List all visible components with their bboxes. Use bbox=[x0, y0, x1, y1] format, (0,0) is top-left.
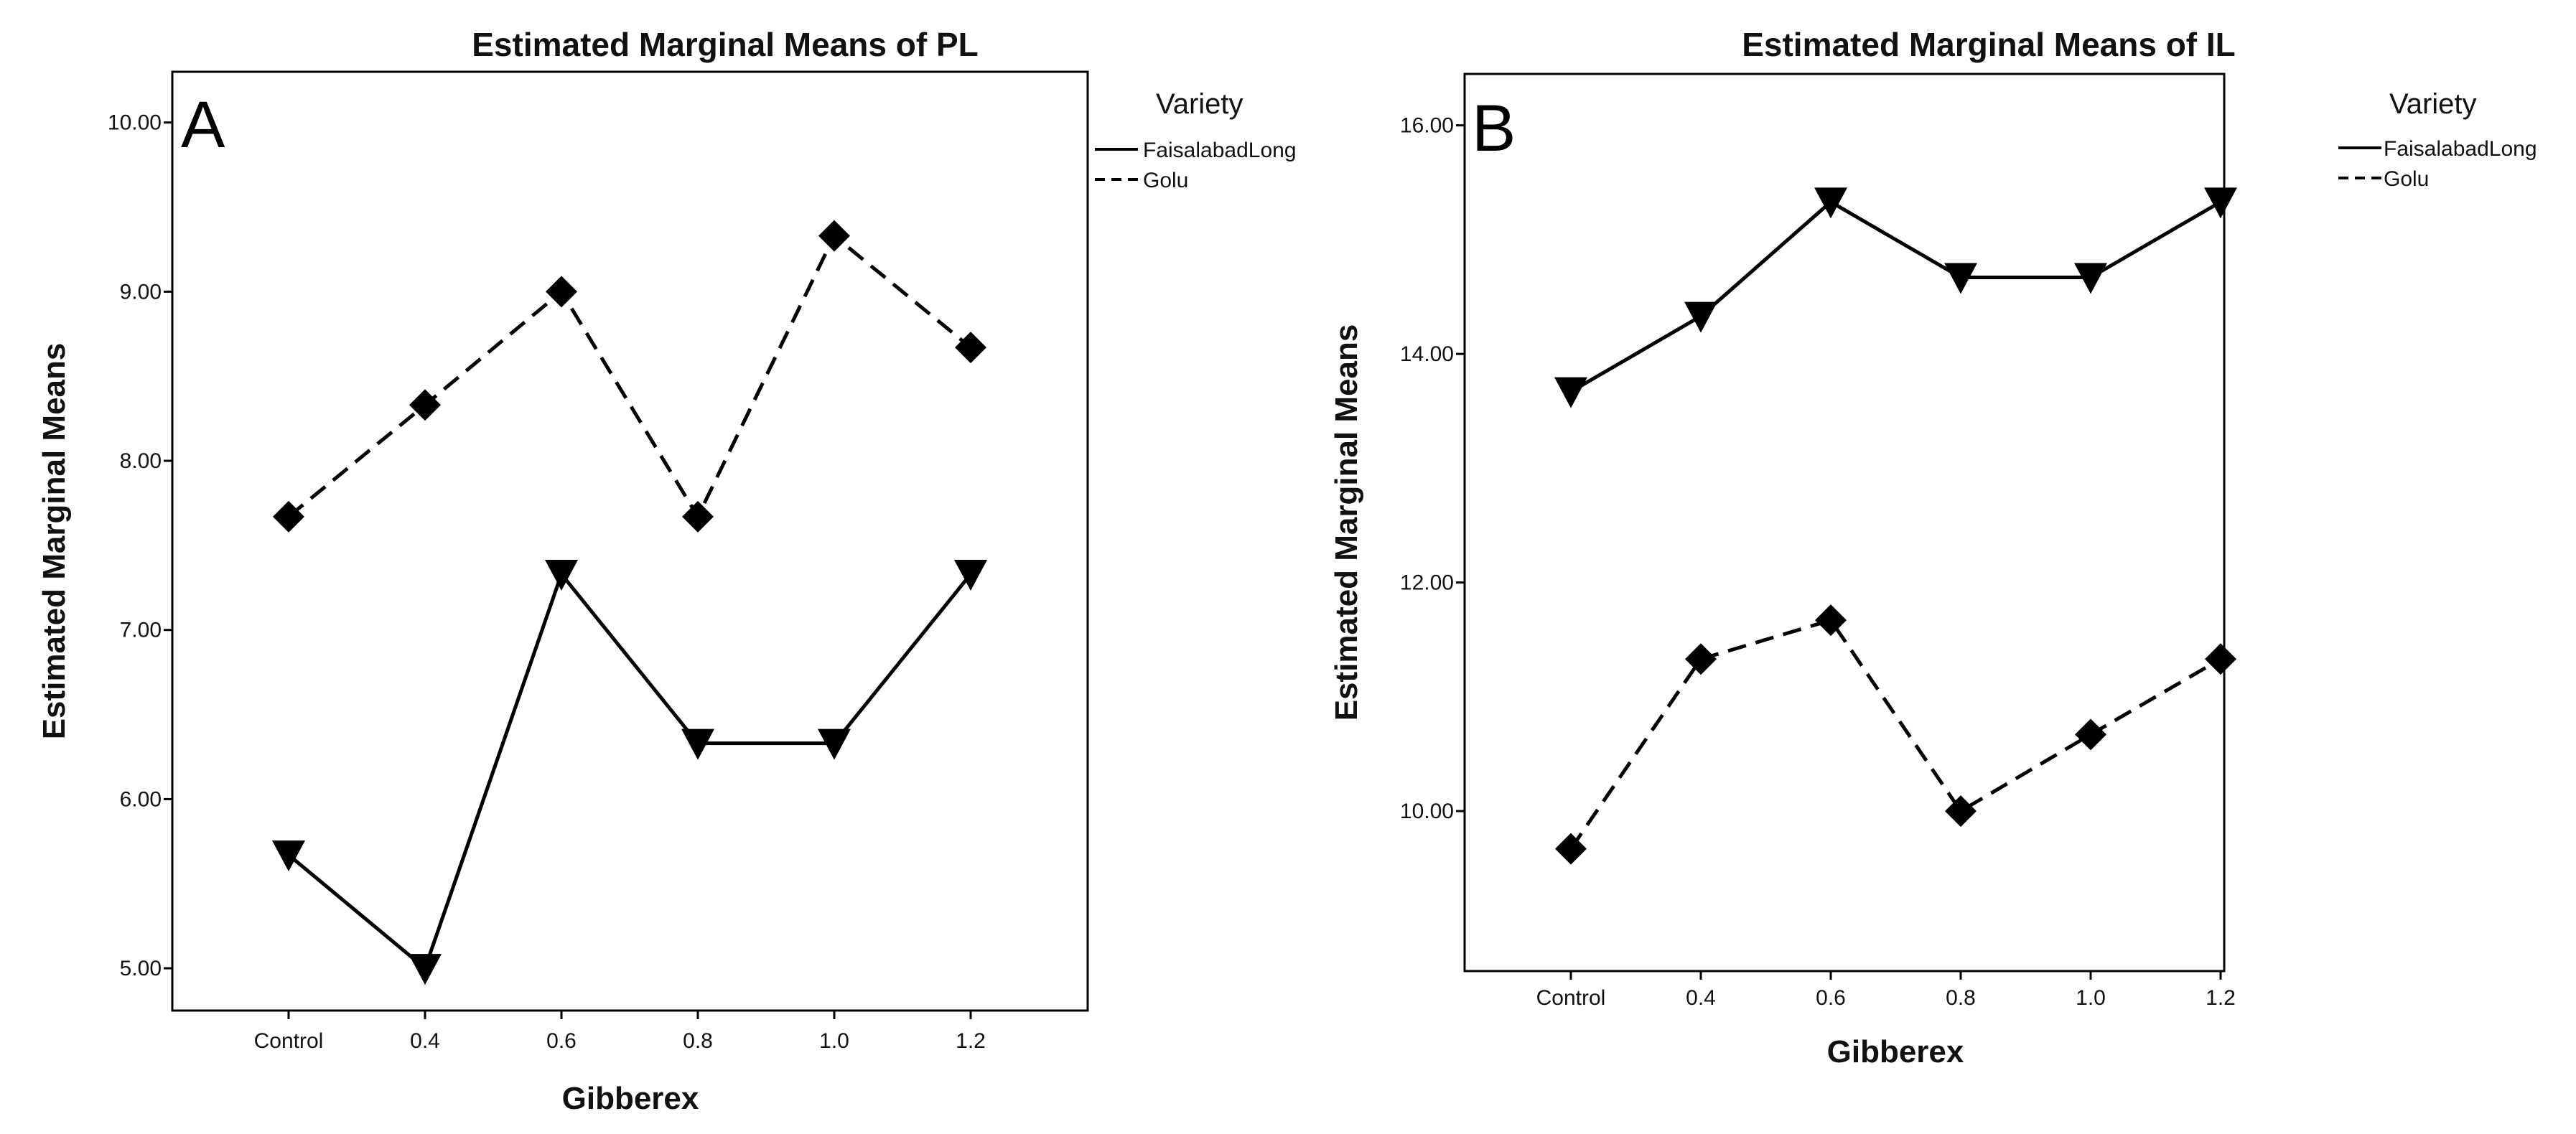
chart-a-point-faisalabadlong bbox=[954, 559, 987, 591]
chart-a-svg: Estimated Marginal Means of PL A Estimat… bbox=[37, 26, 1297, 1116]
chart-a-ytick-label: 5.00 bbox=[120, 957, 162, 980]
chart-panel-b: Estimated Marginal Means of IL B Estimat… bbox=[1328, 0, 2576, 1134]
chart-a-legend-label-faisalabadlong: FaisalabadLong bbox=[1143, 139, 1297, 162]
chart-b-xtick-label: 0.8 bbox=[1946, 986, 1976, 1010]
chart-b-y-axis-title: Estimated Marginal Means bbox=[1329, 324, 1364, 721]
chart-a-xtick-label: 0.4 bbox=[410, 1029, 440, 1053]
chart-b-svg: Estimated Marginal Means of IL B Estimat… bbox=[1329, 26, 2537, 1069]
chart-b-point-golu bbox=[1815, 604, 1847, 637]
chart-a-series-line-golu bbox=[287, 234, 972, 519]
chart-a-y-axis-title: Estimated Marginal Means bbox=[37, 343, 72, 740]
chart-a-point-golu bbox=[546, 276, 577, 308]
chart-a-point-golu bbox=[409, 389, 441, 421]
chart-a-point-golu bbox=[955, 332, 986, 364]
chart-a-point-faisalabadlong bbox=[818, 728, 851, 760]
chart-b-legend: Variety FaisalabadLong Golu bbox=[2338, 88, 2537, 191]
chart-b-legend-title: Variety bbox=[2389, 88, 2477, 120]
chart-a-panel-letter: A bbox=[181, 88, 225, 161]
chart-a-frame bbox=[171, 70, 1089, 1012]
chart-a-ytick-label: 9.00 bbox=[120, 280, 162, 304]
chart-a-ytick-label: 6.00 bbox=[120, 787, 162, 811]
chart-b-plot: 10.00 12.00 14.00 16.00 Control 0.4 0.6 0.8 1.0 1… bbox=[1400, 114, 2237, 1010]
chart-b-point-faisalabadlong bbox=[1554, 377, 1587, 408]
chart-b-xtick-label: 1.2 bbox=[2206, 986, 2236, 1010]
chart-b-ytick-label: 10.00 bbox=[1400, 800, 1454, 823]
chart-b-panel-letter: B bbox=[1472, 92, 1516, 165]
chart-a-point-faisalabadlong bbox=[409, 954, 442, 985]
chart-b-title: Estimated Marginal Means of IL bbox=[1742, 26, 2236, 63]
chart-b-frame bbox=[1463, 72, 2226, 973]
chart-a-point-faisalabadlong bbox=[272, 840, 305, 872]
chart-a-xtick-label: 1.2 bbox=[956, 1029, 986, 1053]
chart-b-series-line-golu bbox=[1569, 618, 2222, 851]
chart-a-plot: 5.00 6.00 7.00 8.00 9.00 10.00 Control 0.4 0.6 0.… bbox=[108, 111, 987, 1053]
chart-a-xtick-label: 0.8 bbox=[683, 1029, 713, 1053]
chart-b-point-golu bbox=[1685, 643, 1717, 675]
chart-b-point-faisalabadlong bbox=[1814, 187, 1847, 219]
chart-b-point-faisalabadlong bbox=[1944, 263, 1977, 294]
chart-b-ytick-label: 16.00 bbox=[1400, 114, 1454, 138]
chart-b-x-axis-title: Gibberex bbox=[1827, 1034, 1964, 1069]
chart-a-x-axis-title: Gibberex bbox=[562, 1081, 699, 1116]
chart-b-point-golu bbox=[1945, 795, 1977, 828]
chart-a-legend: Variety FaisalabadLong Golu bbox=[1095, 88, 1297, 192]
chart-b-legend-label-faisalabadlong: FaisalabadLong bbox=[2384, 137, 2537, 161]
chart-a-point-golu bbox=[682, 500, 714, 533]
chart-b-xtick-label: 1.0 bbox=[2076, 986, 2106, 1010]
chart-b-point-faisalabadlong bbox=[2074, 263, 2107, 294]
chart-a-point-faisalabadlong bbox=[545, 559, 578, 591]
chart-a-point-faisalabadlong bbox=[681, 728, 714, 760]
chart-b-point-golu bbox=[1555, 833, 1587, 865]
chart-b-ytick-label: 12.00 bbox=[1400, 571, 1454, 595]
chart-a-ytick-label: 10.00 bbox=[108, 111, 162, 135]
chart-b-xtick-label: 0.4 bbox=[1686, 986, 1716, 1010]
chart-b-ytick-label: 14.00 bbox=[1400, 342, 1454, 366]
chart-a-xtick-label: 1.0 bbox=[819, 1029, 849, 1053]
chart-a-point-golu bbox=[818, 220, 850, 252]
chart-b-xtick-label: Control bbox=[1536, 986, 1606, 1010]
chart-a-ytick-label: 8.00 bbox=[120, 449, 162, 473]
chart-a-ytick-label: 7.00 bbox=[120, 619, 162, 642]
chart-a-title: Estimated Marginal Means of PL bbox=[472, 26, 978, 63]
chart-a-point-golu bbox=[273, 500, 304, 533]
chart-a-legend-title: Variety bbox=[1156, 88, 1243, 120]
chart-a-xtick-label: Control bbox=[254, 1029, 324, 1053]
chart-b-legend-label-golu: Golu bbox=[2384, 167, 2429, 191]
chart-panel-a: Estimated Marginal Means of PL A Estimat… bbox=[37, 26, 1297, 1116]
chart-a-legend-label-golu: Golu bbox=[1143, 169, 1188, 192]
chart-b-point-faisalabadlong bbox=[1684, 301, 1717, 333]
chart-b-xtick-label: 0.6 bbox=[1816, 986, 1846, 1010]
chart-b-point-golu bbox=[2205, 643, 2236, 675]
chart-b-point-faisalabadlong bbox=[2204, 187, 2237, 219]
chart-b-point-golu bbox=[2075, 718, 2106, 751]
chart-a-series-line-faisalabadlong bbox=[287, 572, 972, 970]
chart-a-xtick-label: 0.6 bbox=[546, 1029, 577, 1053]
chart-b-series-line-faisalabadlong bbox=[1569, 200, 2222, 393]
